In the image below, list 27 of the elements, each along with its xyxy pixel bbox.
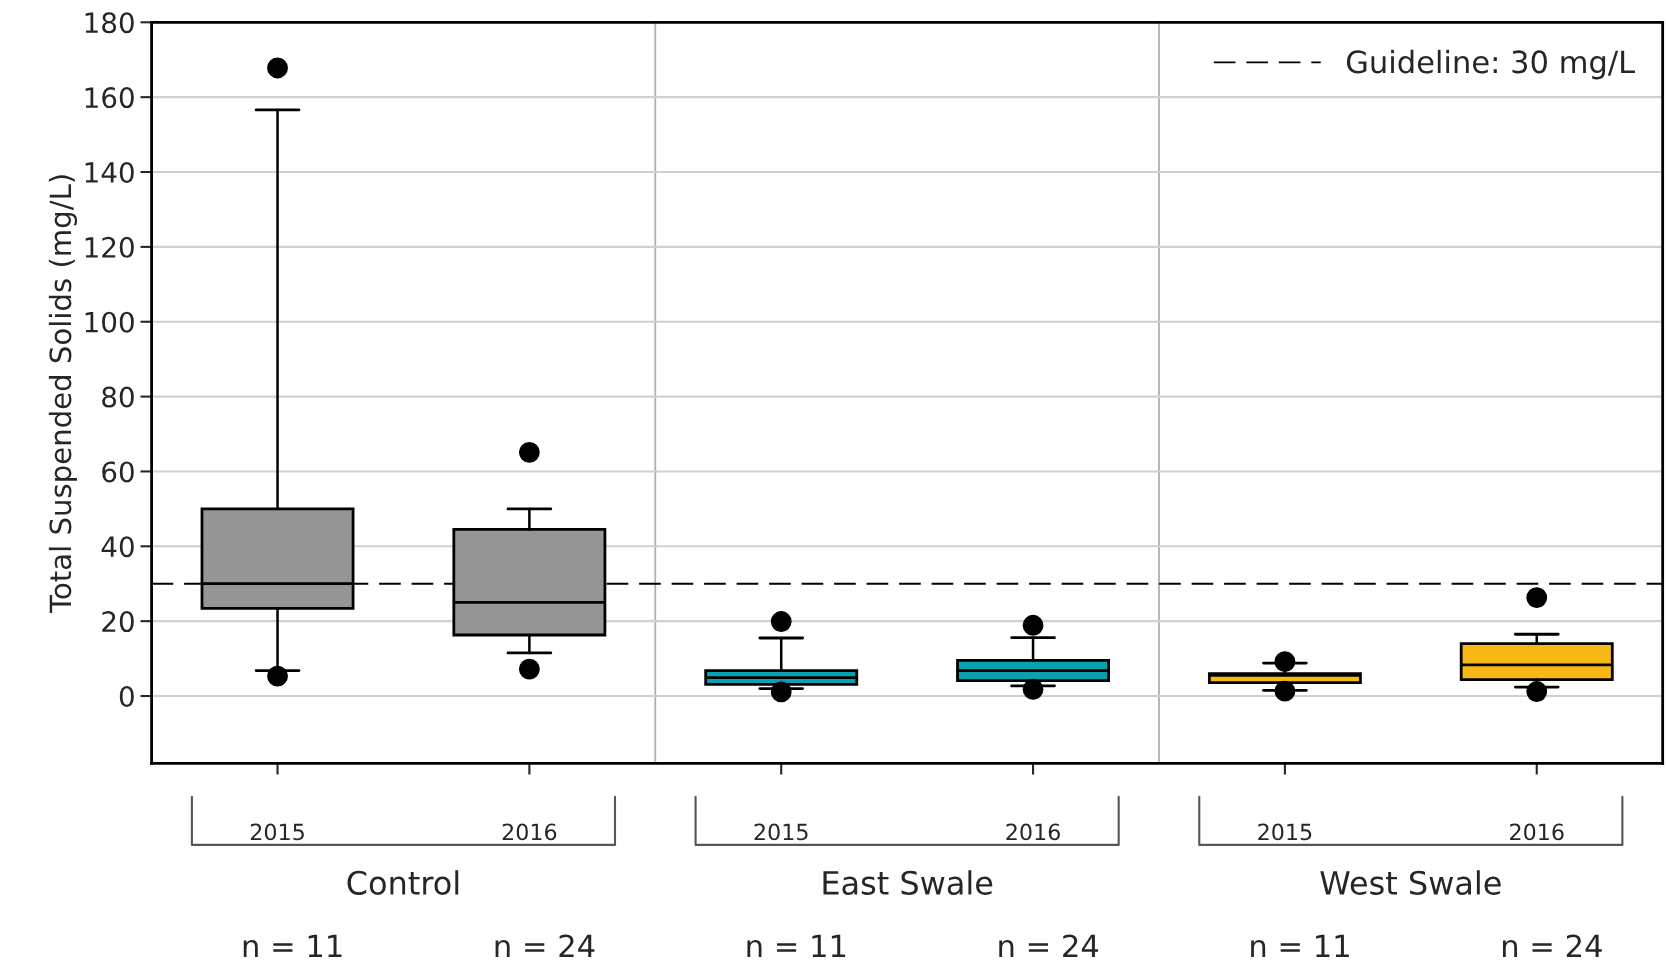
y-tick-label: 160: [85, 87, 134, 109]
text: n = 24: [495, 934, 595, 958]
text: n = 24: [999, 934, 1099, 958]
y-tick-label: 80: [102, 386, 134, 408]
text: n = 11: [1251, 934, 1349, 958]
x-tick-label: 2016: [502, 823, 557, 841]
legend-label: Guideline: 30 mg/L: [1346, 49, 1635, 80]
text: East Swale: [823, 870, 993, 895]
y-tick-label: 20: [102, 611, 134, 633]
text: n = 24: [1502, 934, 1602, 958]
x-tick-label: 2015: [250, 823, 304, 841]
y-tick-label: 120: [85, 236, 134, 258]
text: n = 11: [747, 934, 846, 958]
y-axis-title: Total Suspended Solids (mg/L): [48, 175, 78, 613]
y-tick-label: 100: [85, 311, 134, 333]
text: West Swale: [1320, 870, 1501, 895]
text: n = 11: [243, 934, 342, 958]
x-tick-label: 2015: [1258, 823, 1312, 841]
y-tick-label: 60: [102, 461, 134, 483]
x-tick-label: 2016: [1510, 823, 1564, 841]
y-tick-label: 140: [85, 161, 134, 183]
x-tick-label: 2016: [1006, 823, 1060, 841]
text: Control: [347, 870, 459, 895]
y-tick-label: 40: [101, 536, 134, 558]
x-tick-label: 2015: [754, 823, 808, 841]
y-tick-label: 180: [85, 12, 134, 34]
y-tick-label: 0: [119, 685, 134, 707]
